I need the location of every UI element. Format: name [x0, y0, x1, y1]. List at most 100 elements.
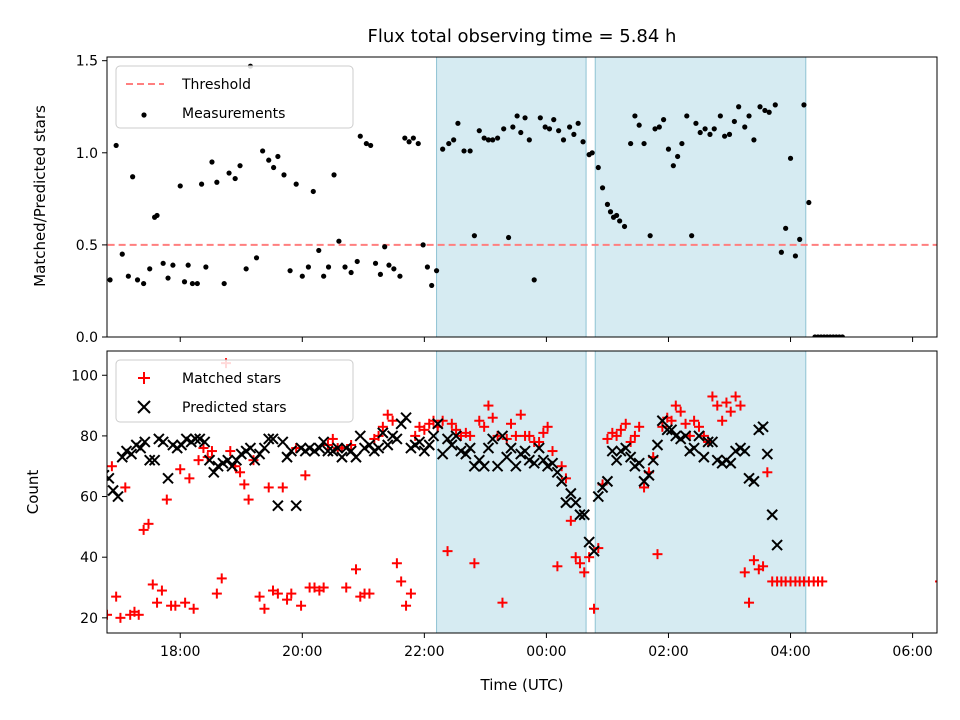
matched-star-point	[565, 515, 576, 526]
measurement-point	[684, 113, 690, 119]
matched-star-point	[670, 400, 681, 411]
matched-star-point	[446, 418, 457, 429]
measurement-point	[363, 140, 369, 147]
predicted-star-point	[555, 475, 568, 488]
marker-stroke	[441, 433, 454, 445]
measurement-point	[354, 258, 360, 265]
measurement-point	[580, 139, 586, 145]
predicted-star-point	[162, 472, 174, 485]
marker-stroke	[198, 436, 211, 448]
x-tick-label: 20:00	[282, 644, 322, 660]
matched-star-point	[263, 482, 274, 493]
matched-star-point	[243, 494, 254, 505]
measurement-point	[287, 268, 293, 274]
measurement-point	[647, 233, 653, 239]
predicted-star-point	[679, 430, 692, 442]
matched-star-point	[615, 424, 626, 435]
legend-measurement-swatch	[141, 112, 147, 118]
marker-stroke	[120, 445, 133, 457]
predicted-star-point	[208, 466, 220, 478]
marker-stroke	[711, 454, 724, 466]
matched-star-point	[239, 479, 250, 490]
marker-stroke	[533, 442, 545, 454]
axes-frame	[106, 56, 938, 338]
predicted-star-point	[574, 509, 586, 521]
marker-stroke	[519, 445, 531, 457]
measurement-point	[607, 209, 614, 215]
measurement-point	[424, 264, 431, 270]
predicted-star-point	[400, 412, 412, 424]
predicted-star-point	[725, 457, 737, 469]
marker-stroke	[116, 451, 128, 463]
matched-star-point	[744, 597, 755, 608]
measurement-point	[772, 102, 778, 108]
matched-star-point	[351, 564, 361, 575]
marker-stroke	[528, 457, 540, 469]
measurement-point	[546, 126, 553, 132]
matched-star-point	[483, 400, 494, 411]
matched-star-point	[817, 576, 828, 587]
predicted-star-point	[116, 451, 128, 463]
matched-star-point	[657, 421, 668, 432]
matched-star-point	[762, 467, 773, 478]
matched-star-point	[589, 603, 600, 614]
measurement-point	[665, 146, 672, 152]
marker-stroke	[761, 448, 774, 460]
measurement-point	[501, 126, 507, 132]
predicted-star-point	[436, 448, 449, 460]
predicted-star-point	[460, 448, 472, 460]
predicted-star-point	[588, 545, 600, 557]
x-tick-label: 22:00	[404, 644, 444, 660]
measurement-point	[944, 334, 949, 339]
measurement-point	[722, 133, 728, 139]
matched-star-point	[944, 576, 954, 586]
y-tick-label: 1.5	[76, 54, 98, 70]
matched-star-point	[721, 397, 732, 408]
measurement-point	[806, 199, 812, 206]
marker-stroke	[551, 466, 564, 478]
measurement-point	[316, 247, 322, 254]
measurement-point	[321, 273, 327, 279]
marker-stroke	[450, 430, 462, 442]
predicted-star-point	[478, 460, 490, 472]
predicted-star-point	[139, 436, 151, 448]
marker-stroke	[157, 436, 169, 448]
predicted-star-point	[482, 442, 495, 454]
matched-star-point	[272, 588, 283, 599]
measurement-point	[792, 253, 799, 259]
predicted-star-point	[112, 490, 124, 503]
matched-star-point	[120, 482, 131, 493]
marker-stroke	[413, 436, 426, 448]
x-axis-label: Time (UTC)	[480, 676, 564, 694]
measurement-point	[382, 244, 388, 250]
predicted-star-point	[290, 499, 302, 512]
measurement-point	[551, 117, 557, 123]
marker-stroke	[139, 436, 151, 448]
measurement-point	[177, 183, 183, 189]
legend-label: Matched stars	[182, 371, 281, 387]
measurement-point	[119, 251, 125, 257]
measurement-point	[433, 268, 440, 274]
predicted-star-point	[258, 442, 271, 454]
marker-stroke	[560, 496, 572, 509]
matched-star-point	[538, 427, 549, 438]
measurement-point	[526, 137, 532, 143]
marker-stroke	[208, 466, 220, 478]
measurement-point	[595, 164, 601, 171]
marker-stroke	[336, 451, 348, 463]
marker-stroke	[698, 451, 710, 463]
matched-star-point	[620, 418, 631, 429]
matched-star-point	[570, 552, 581, 563]
predicted-star-point	[771, 539, 783, 551]
predicted-star-point	[222, 454, 234, 466]
matched-star-point	[184, 473, 195, 484]
matched-star-point	[170, 600, 181, 611]
predicted-star-point	[551, 466, 564, 478]
predicted-star-point	[606, 445, 619, 457]
measurement-point	[281, 172, 287, 178]
marker-stroke	[267, 433, 279, 445]
predicted-star-point	[486, 433, 499, 445]
matched-star-point	[735, 400, 746, 411]
marker-stroke	[496, 430, 509, 442]
